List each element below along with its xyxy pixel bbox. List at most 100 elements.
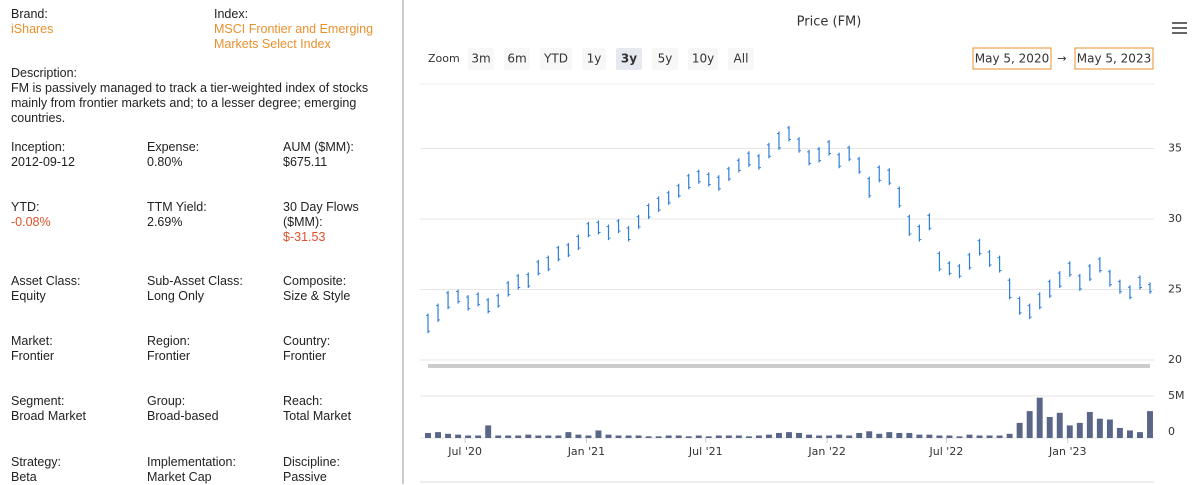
volume-bar [435, 432, 441, 438]
x-tick-label: Jul '22 [929, 445, 964, 458]
price-bar [987, 250, 992, 267]
volume-bar [755, 435, 762, 438]
volume-bar [765, 434, 772, 438]
volume-bar [1147, 411, 1153, 438]
volume-bar [665, 435, 672, 438]
volume-bar [936, 435, 943, 438]
volume-bar [776, 432, 782, 438]
field: Implementation: Market Cap [147, 455, 272, 485]
price-bar [897, 186, 902, 208]
zoom-button-bg [582, 48, 606, 70]
zoom-button-label: 5y [658, 52, 673, 66]
range-arrow: → [1057, 52, 1066, 65]
price-bar [466, 295, 471, 311]
price-bar [997, 255, 1002, 273]
menu-icon[interactable] [1172, 22, 1187, 34]
field: AUM ($MM): $675.11 [283, 140, 373, 170]
zoom-button[interactable]: 6m [504, 48, 530, 70]
field-label: Discipline: [283, 455, 340, 469]
zoom-button[interactable]: 5y [652, 48, 678, 70]
field-label: Group: [147, 394, 186, 408]
zoom-label: Zoom [428, 52, 460, 65]
volume-bar [715, 435, 722, 438]
price-bar [756, 154, 761, 170]
volume-bar [1016, 422, 1023, 438]
price-bar [776, 131, 781, 150]
volume-bar [635, 435, 642, 438]
field-label: Reach: [283, 394, 323, 408]
price-bar [746, 151, 751, 167]
field-label: Asset Class: [11, 274, 81, 288]
volume-bar [725, 435, 732, 438]
volume-bar [946, 435, 953, 438]
field: Brand: iShares [11, 7, 191, 37]
field-value: Broad-based [147, 409, 219, 423]
price-bar [887, 168, 892, 186]
volume-bar [996, 435, 1003, 438]
volume-bar [826, 435, 833, 438]
price-bar [1067, 261, 1072, 277]
price-bar [1117, 279, 1122, 294]
volume-bar [1066, 425, 1073, 438]
volume-bar [1046, 417, 1053, 438]
volume-bar [615, 435, 622, 438]
price-bar [1007, 278, 1012, 300]
price-bar [516, 273, 521, 290]
zoom-button[interactable]: 1y [582, 48, 606, 70]
zoom-button-label: 3m [471, 52, 490, 66]
volume-bar [1076, 422, 1083, 438]
volume-bar [505, 435, 512, 438]
zoom-button[interactable]: 3y [616, 48, 642, 70]
field: Index: MSCI Frontier and Emerging Markets… [214, 7, 384, 52]
price-bar [676, 183, 681, 198]
field: YTD: -0.08% [11, 200, 136, 230]
price-bar [947, 261, 952, 276]
field-label: Description: [11, 66, 77, 80]
range-to[interactable]: May 5, 2023 [1074, 47, 1154, 70]
field: Market: Frontier [11, 334, 136, 364]
range-from-text: May 5, 2020 [975, 52, 1049, 66]
volume-bar [926, 434, 933, 438]
volume-bar [745, 436, 752, 438]
price-bar [616, 218, 621, 234]
volume-bar [1137, 432, 1143, 438]
range-from[interactable]: May 5, 2020 [972, 47, 1052, 70]
field-value: $675.11 [283, 155, 328, 169]
volume-bar [495, 435, 502, 438]
volume-bar [555, 435, 562, 438]
field-value: iShares [11, 22, 54, 36]
volume-bar [866, 431, 873, 438]
field-label: Segment: [11, 394, 65, 408]
volume-bar [475, 435, 482, 438]
field: Region: Frontier [147, 334, 272, 364]
zoom-button[interactable]: All [728, 48, 754, 70]
volume-bar [816, 435, 823, 438]
field-value: 0.80% [147, 155, 183, 169]
field-label: Region: [147, 334, 191, 348]
field-label: Implementation: [147, 455, 236, 469]
field: Reach: Total Market [283, 394, 373, 424]
field: Asset Class: Equity [11, 274, 136, 304]
y-tick-label: 5M [1168, 389, 1185, 402]
field-label: Country: [283, 334, 331, 348]
y-tick-label: 25 [1168, 282, 1182, 295]
price-bar [1127, 285, 1132, 300]
volume-bar [595, 430, 602, 438]
zoom-button[interactable]: 3m [468, 48, 494, 70]
price-bar [1137, 275, 1142, 290]
range-box [1074, 47, 1154, 70]
volume-bar [1026, 411, 1033, 438]
zoom-button[interactable]: 10y [688, 48, 718, 70]
price-bar [546, 255, 551, 272]
field-value: Long Only [147, 289, 204, 303]
volume-bar [1056, 412, 1063, 438]
price-bar [436, 303, 441, 322]
zoom-button[interactable]: YTD [540, 48, 572, 70]
volume-bar [485, 425, 492, 438]
price-bar [927, 213, 932, 231]
field-value: Frontier [147, 349, 191, 363]
price-bar [827, 140, 832, 156]
y-tick-label: 35 [1168, 141, 1182, 154]
price-bar [686, 173, 691, 190]
